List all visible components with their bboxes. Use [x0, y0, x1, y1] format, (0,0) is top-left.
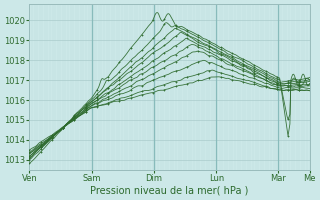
- X-axis label: Pression niveau de la mer( hPa ): Pression niveau de la mer( hPa ): [90, 186, 249, 196]
